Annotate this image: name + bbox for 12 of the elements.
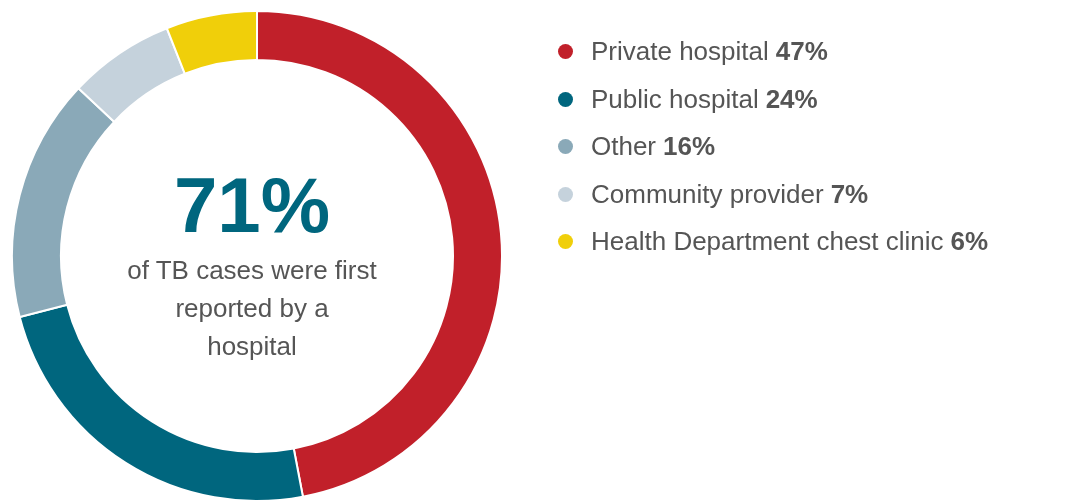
data-label: 6% xyxy=(950,226,989,258)
legend-label: Community provider xyxy=(591,178,824,210)
legend-label: Other xyxy=(591,131,657,163)
text: of TB cases were first reported by a hospital xyxy=(127,254,377,363)
data-label: 16% xyxy=(663,131,716,163)
data-label: 24% xyxy=(765,83,818,115)
data-label: 47% xyxy=(775,36,828,68)
text: 71% xyxy=(172,161,332,249)
legend-label: Public hospital xyxy=(591,83,759,115)
data-label: 7% xyxy=(830,178,869,210)
legend-label: Private hospital xyxy=(591,36,769,68)
legend-label: Health Department chest clinic xyxy=(591,226,944,258)
